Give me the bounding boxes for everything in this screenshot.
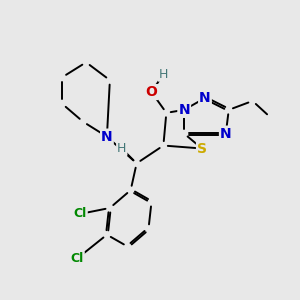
Text: Cl: Cl: [70, 252, 84, 265]
Text: N: N: [101, 130, 113, 144]
Text: S: S: [197, 142, 207, 155]
Text: N: N: [178, 103, 190, 117]
Text: N: N: [199, 91, 211, 105]
Text: Cl: Cl: [74, 207, 87, 220]
Text: H: H: [117, 142, 127, 155]
Text: O: O: [146, 85, 158, 99]
Text: H: H: [159, 68, 168, 81]
Text: N: N: [220, 127, 232, 141]
